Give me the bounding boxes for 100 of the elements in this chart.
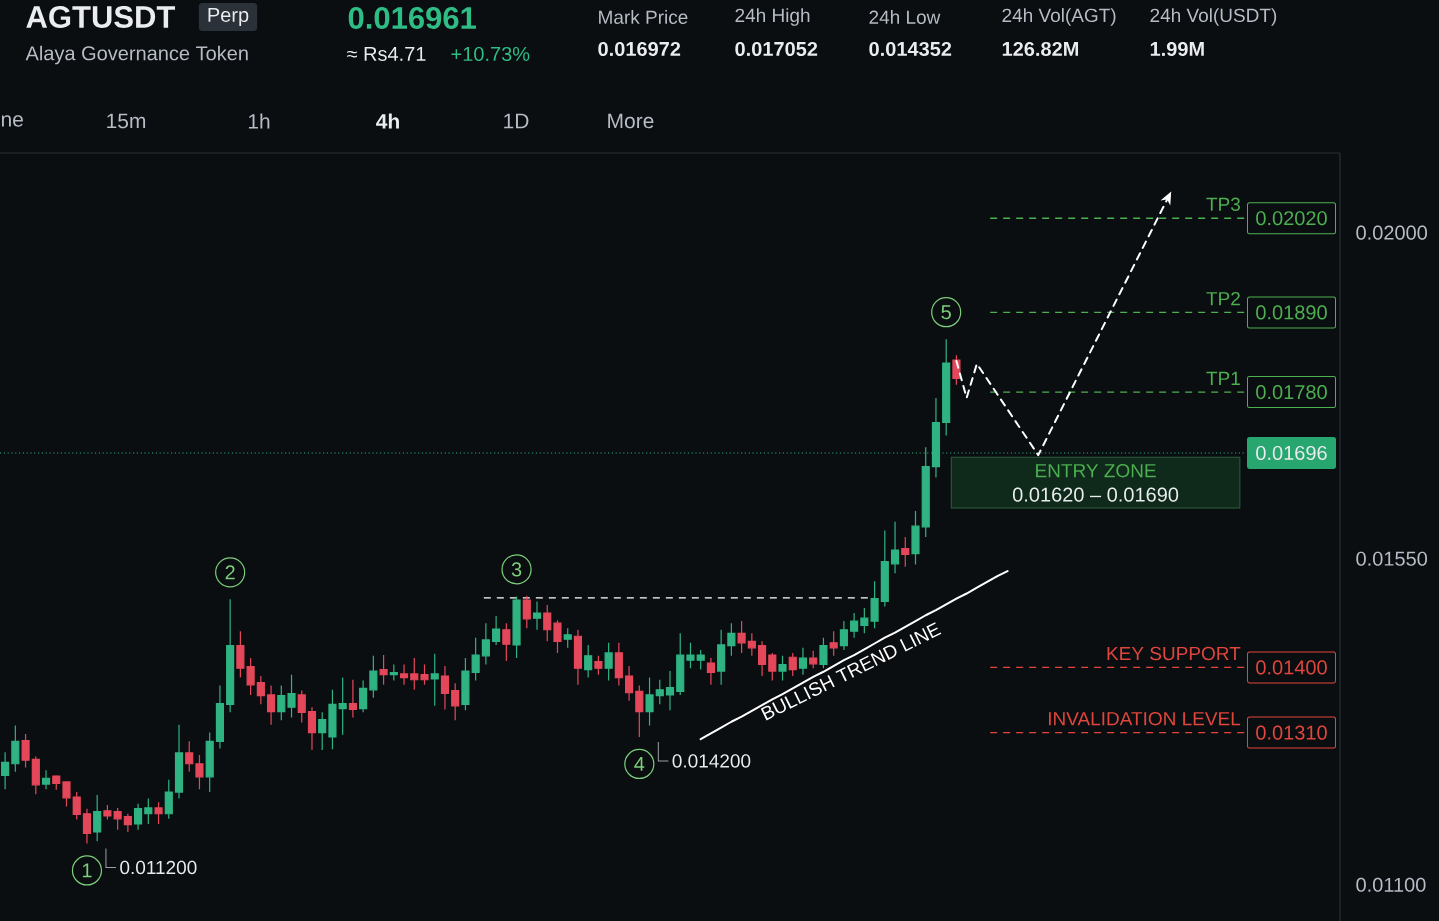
candlestick xyxy=(481,622,490,666)
candlestick xyxy=(706,657,715,686)
candlestick xyxy=(635,684,644,738)
annotation: 1 xyxy=(82,863,92,878)
candlestick xyxy=(614,642,623,687)
y-tick-label: 0.02000 xyxy=(1356,225,1428,240)
candlestick xyxy=(164,779,173,820)
candlestick xyxy=(522,595,531,629)
annotation: 0.01620 – 0.01690 xyxy=(1012,487,1179,502)
text: ≈ Rs4.71 xyxy=(347,47,426,61)
candlestick xyxy=(103,804,112,821)
annotation: 4 xyxy=(634,757,645,771)
candlestick xyxy=(369,655,378,699)
candlestick xyxy=(757,640,767,677)
candlestick xyxy=(625,665,634,702)
ref-line-label: INVALIDATION LEVEL xyxy=(1048,711,1241,726)
y-tick-label: 0.01100 xyxy=(1356,877,1426,892)
candlestick xyxy=(62,780,71,808)
candlestick xyxy=(809,650,818,669)
candlestick xyxy=(471,637,480,682)
candlestick xyxy=(553,619,562,654)
annotation: 0.01780 xyxy=(1256,385,1327,400)
chart-subtitle: Alaya Governance Token xyxy=(25,45,248,65)
candlestick xyxy=(185,740,194,773)
candlestick xyxy=(727,622,736,657)
candlestick xyxy=(93,794,102,842)
text: 24h Vol(USDT) xyxy=(1150,8,1277,26)
candlestick xyxy=(921,446,930,538)
candlestick xyxy=(72,791,81,821)
text: 0.017052 xyxy=(735,41,818,57)
candlestick xyxy=(686,642,695,669)
text: ne xyxy=(1,115,23,127)
text: 126.82M xyxy=(1002,41,1079,57)
candlestick xyxy=(52,774,61,791)
candlestick xyxy=(788,652,797,677)
candlestick xyxy=(205,732,214,793)
ref-line-label: TP3 xyxy=(1206,197,1240,211)
annotation: 0.01400 xyxy=(1256,660,1327,675)
candlestick xyxy=(440,665,450,711)
candlestick xyxy=(256,675,265,705)
candlestick xyxy=(492,615,501,646)
chart-title: AGTUSDT xyxy=(26,6,176,28)
candlestick xyxy=(850,612,859,639)
candlestick xyxy=(563,627,572,649)
candlestick xyxy=(584,644,593,679)
candlestick xyxy=(144,797,153,825)
annotation: 2 xyxy=(225,565,235,580)
candlestick xyxy=(543,604,552,642)
text: 1.99M xyxy=(1150,41,1204,57)
candlestick xyxy=(461,657,470,711)
text: 24h Vol(AGT) xyxy=(1002,8,1116,26)
annotation: 5 xyxy=(941,305,951,320)
ref-line-label: TP2 xyxy=(1206,291,1240,306)
candlestick xyxy=(215,684,224,750)
annotation: 0.014200 xyxy=(672,754,751,768)
candlestick xyxy=(297,690,306,724)
candlestick xyxy=(328,689,337,750)
candlestick xyxy=(532,600,542,631)
candlestick xyxy=(942,338,951,437)
annotation: 3 xyxy=(511,562,522,577)
annotation: 0.02020 xyxy=(1256,211,1327,226)
candlestick xyxy=(113,807,122,831)
candlestick xyxy=(798,647,808,676)
candlestick xyxy=(359,679,368,713)
text: 24h Low xyxy=(869,10,941,24)
text: 4h xyxy=(376,113,399,129)
candlestick xyxy=(819,637,828,669)
band-label: ENTRY ZONE xyxy=(1036,463,1156,478)
candlestick xyxy=(870,580,879,629)
candlestick xyxy=(860,607,869,634)
candlestick xyxy=(931,397,941,479)
candlestick xyxy=(911,510,920,566)
ref-line-label: TP1 xyxy=(1206,371,1240,385)
candlestick xyxy=(318,711,327,751)
candlestick xyxy=(399,663,409,686)
text: 1h xyxy=(248,113,270,129)
candlestick xyxy=(307,706,317,751)
candlestick xyxy=(277,684,286,721)
text: 0.014352 xyxy=(869,41,952,57)
candlestick xyxy=(82,808,92,845)
y-tick-label: 0.01550 xyxy=(1356,551,1428,566)
candlestick xyxy=(901,536,910,568)
candlestick xyxy=(379,654,388,686)
text: More xyxy=(608,113,654,129)
candlestick xyxy=(717,629,726,686)
text: Mark Price xyxy=(599,10,688,24)
candlestick xyxy=(665,670,675,711)
candlestick xyxy=(31,755,40,795)
candlestick xyxy=(287,674,296,719)
text: 24h High xyxy=(735,8,810,26)
candlestick xyxy=(266,684,276,726)
annotation: 0.01696 xyxy=(1256,445,1327,461)
candlestick xyxy=(21,733,30,768)
candlestick xyxy=(502,622,511,662)
candlestick xyxy=(737,620,746,654)
candlestick xyxy=(1,751,10,790)
candlestick xyxy=(430,653,439,707)
candlestick xyxy=(41,769,51,790)
candlestick xyxy=(226,598,235,713)
candlestick xyxy=(594,655,603,676)
